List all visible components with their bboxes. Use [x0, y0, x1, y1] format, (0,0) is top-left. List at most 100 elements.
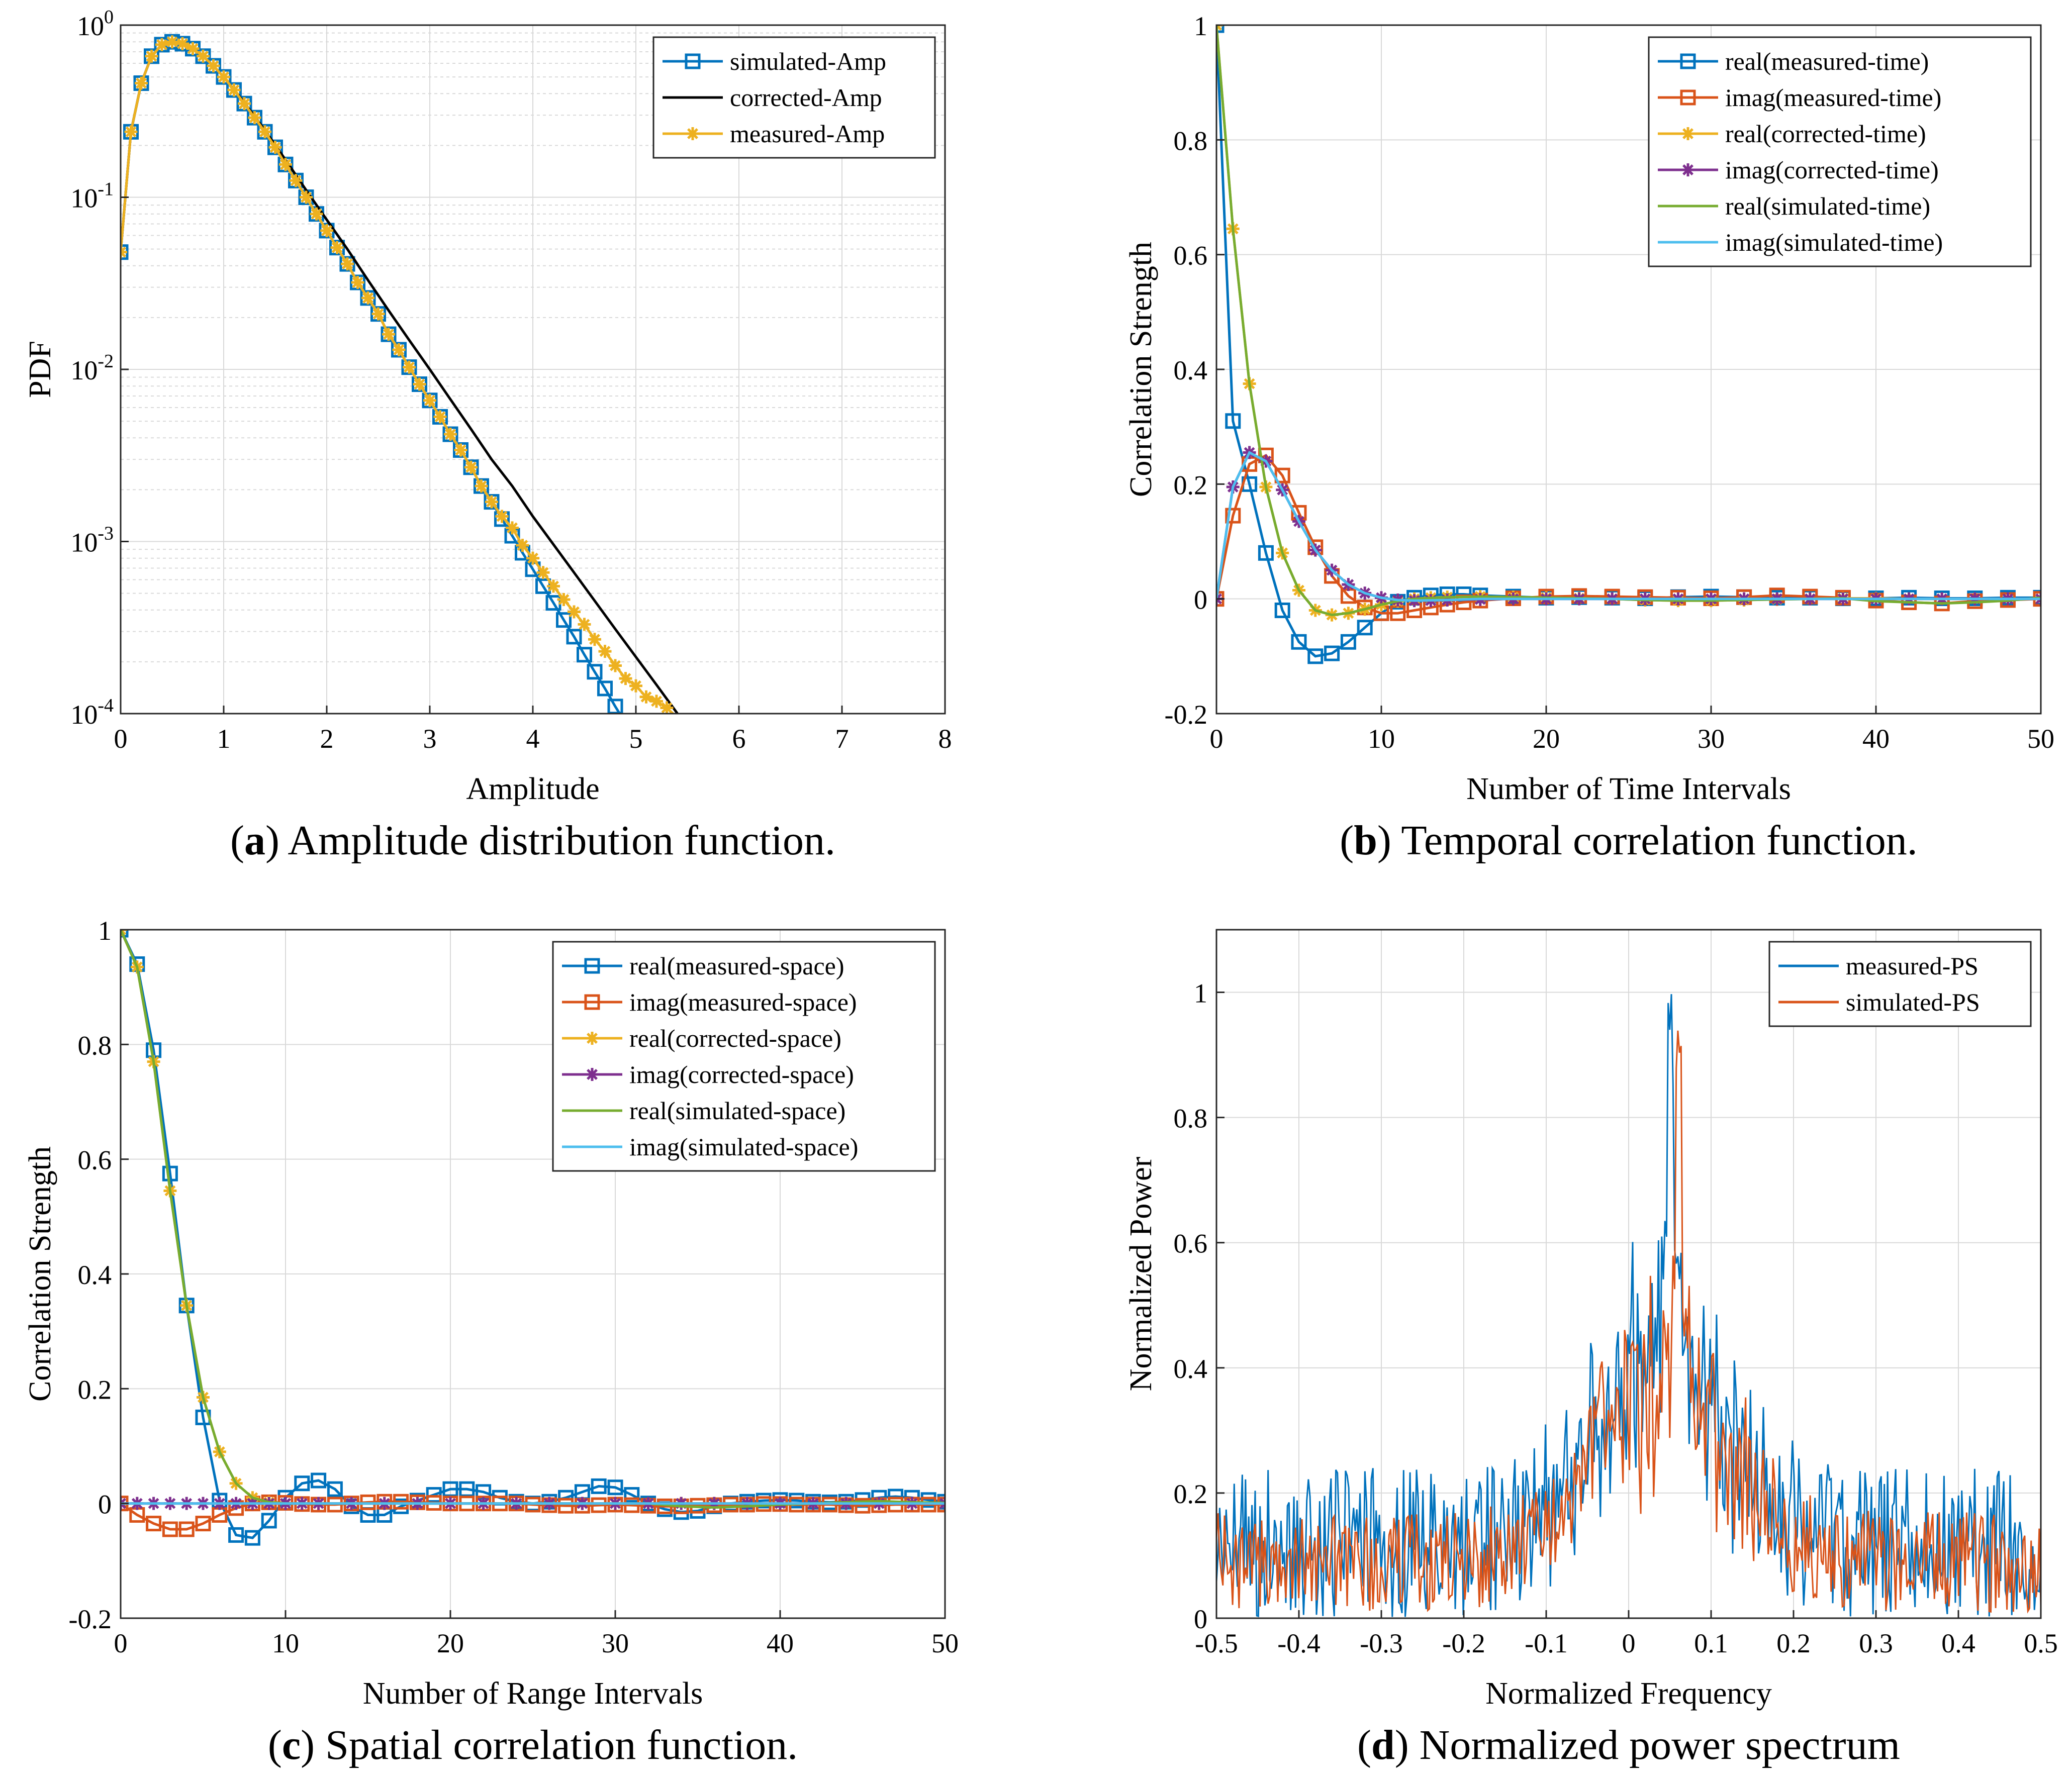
x-tick-label: 0: [1210, 724, 1223, 754]
legend-marker: [1681, 163, 1694, 176]
grid: [1216, 930, 2041, 1619]
legend-marker: [686, 127, 699, 140]
y-tick-label: 0.2: [1174, 1479, 1208, 1509]
data-point: [1357, 620, 1373, 636]
legend-marker: [1680, 89, 1696, 106]
x-axis-label: Normalized Frequency: [1485, 1676, 1772, 1711]
x-tick-label: 5: [629, 724, 643, 754]
data-point: [558, 1498, 574, 1514]
x-tick-label: 50: [2027, 724, 2054, 754]
data-point: [639, 690, 653, 704]
y-tick-label: 100: [77, 7, 114, 41]
legend-entry: measured-Amp: [730, 120, 885, 148]
y-tick-label: 0.6: [78, 1145, 112, 1175]
data-point: [197, 49, 210, 63]
y-tick-label: 0.6: [1174, 1229, 1208, 1259]
data-point: [855, 1498, 871, 1514]
legend-marker: [584, 958, 600, 974]
data-point: [556, 612, 572, 628]
series-line: [1216, 1030, 2041, 1614]
y-tick-label: 0.2: [1174, 470, 1208, 500]
data-point: [1225, 508, 1241, 524]
data-point: [423, 393, 436, 407]
data-point: [135, 76, 148, 90]
data-point: [459, 1481, 475, 1497]
legend-entry: real(measured-space): [629, 952, 844, 980]
data-point: [261, 1513, 277, 1529]
y-tick-label: 0: [1194, 1604, 1207, 1634]
data-point: [660, 701, 674, 714]
y-tick-label: 10-1: [70, 179, 114, 214]
y-tick-label: 0: [98, 1490, 112, 1520]
y-tick-label: -0.2: [69, 1604, 112, 1634]
data-point: [1307, 648, 1324, 664]
data-point: [176, 37, 189, 50]
data-point: [311, 1472, 327, 1489]
legend-box: [552, 941, 936, 1172]
data-point: [566, 629, 582, 645]
legend-entry: imag(measured-space): [629, 988, 857, 1016]
data-point: [341, 257, 354, 271]
data-point: [444, 428, 457, 441]
data-point: [1258, 545, 1274, 561]
x-tick-label: 0: [1622, 1628, 1636, 1658]
x-tick-label: 10: [1368, 724, 1395, 754]
data-point: [506, 521, 519, 535]
x-tick-label: 1: [217, 724, 231, 754]
data-point: [145, 49, 158, 63]
data-point: [268, 141, 282, 154]
legend-entry: simulated-Amp: [730, 47, 886, 75]
legend-entry: measured-PS: [1846, 952, 1979, 980]
data-point: [392, 343, 406, 356]
legend-marker: [685, 53, 701, 69]
x-tick-label: 0.2: [1776, 1628, 1811, 1658]
y-tick-label: 1: [1194, 11, 1207, 41]
y-tick-label: 1: [1194, 978, 1207, 1009]
x-tick-label: 40: [767, 1628, 794, 1658]
x-tick-label: 20: [437, 1628, 464, 1658]
data-point: [371, 307, 385, 321]
legend-entry: real(measured-time): [1725, 47, 1929, 75]
data-point: [248, 111, 261, 125]
series-group: [1216, 994, 2041, 1618]
y-tick-label: 0.6: [1174, 241, 1208, 271]
data-point: [155, 38, 168, 51]
data-point: [300, 190, 313, 204]
data-point: [195, 1516, 211, 1532]
data-point: [244, 1530, 260, 1546]
data-point: [588, 633, 601, 646]
y-tick-label: 0.2: [78, 1374, 112, 1405]
data-point: [124, 125, 138, 139]
data-point: [327, 1481, 343, 1497]
legend-entry: imag(simulated-space): [629, 1133, 858, 1161]
x-tick-label: 0.5: [2024, 1628, 2058, 1658]
y-axis-label: Normalized Power: [1124, 1156, 1158, 1391]
data-point: [587, 664, 603, 680]
data-point: [557, 593, 571, 607]
tick-labels: 0 10 20 30 40 50-0.200.20.40.60.81: [69, 916, 959, 1658]
series-line: [1216, 25, 2041, 617]
y-tick-label: 0.8: [1174, 1104, 1208, 1134]
y-tick-label: 0.8: [1174, 126, 1208, 156]
data-point: [162, 1521, 178, 1537]
data-point: [178, 1521, 195, 1537]
data-point: [1324, 645, 1340, 661]
data-point: [289, 174, 303, 187]
tick-labels: 0 10 20 30 40 50-0.200.20.40.60.81: [1165, 11, 2054, 754]
data-point: [207, 59, 220, 73]
data-point: [310, 207, 323, 221]
x-tick-label: 50: [931, 1628, 959, 1658]
y-tick-label: 10-3: [70, 523, 114, 558]
data-point: [607, 1479, 623, 1496]
data-point: [413, 377, 426, 391]
legend-box: [1768, 941, 2032, 1027]
tick-labels: -0.5 -0.4 -0.3 -0.2 -0.1 0 0.1 0.2 0.3 0.4 0.5 0 0.2…: [1174, 978, 2058, 1658]
data-point: [433, 410, 447, 424]
series-measured-PS: [1216, 994, 2041, 1618]
data-point: [186, 42, 200, 55]
data-point: [442, 1481, 458, 1497]
data-point: [361, 291, 374, 305]
legend-entry: imag(corrected-space): [629, 1060, 854, 1089]
data-point: [228, 1527, 244, 1543]
